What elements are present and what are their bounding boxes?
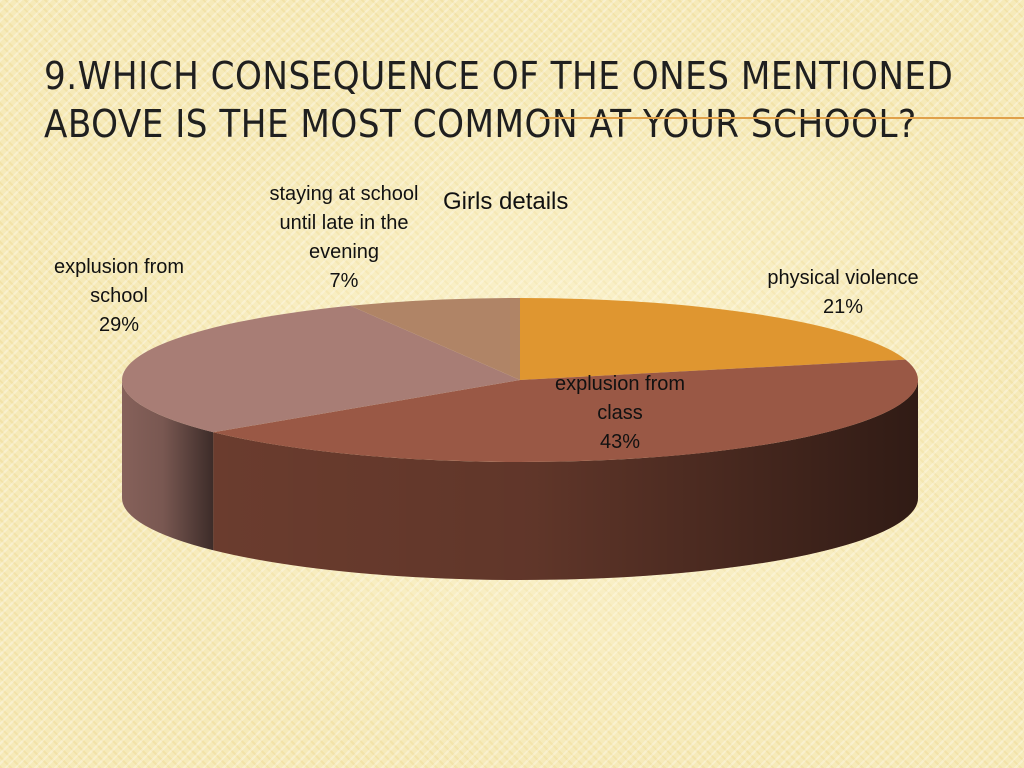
pie-slice-0: [520, 298, 906, 380]
pie-slice-2: [121, 305, 521, 433]
data-label-name: evening: [308, 241, 380, 263]
data-label-staying-at-school: staying at school until late in the even…: [250, 180, 438, 296]
data-label-name: physical violence: [767, 267, 919, 289]
data-label-percent: 21%: [822, 296, 864, 318]
data-label-name: school: [90, 285, 148, 307]
data-label-name: explusion from: [554, 373, 686, 395]
title-divider: [540, 117, 1024, 119]
data-label-explusion-from-school: explusion from school 29%: [28, 253, 210, 340]
chart-title: Girls details: [443, 188, 569, 215]
data-label-physical-violence: physical violence 21%: [752, 264, 934, 322]
pie-slice-3: [350, 298, 520, 380]
data-label-name: staying at school: [269, 183, 419, 205]
pie-slice-side-shading: [213, 380, 919, 580]
data-label-name: until late in the: [279, 212, 409, 234]
slide-title: 9.which consequence of the ones mentione…: [44, 54, 954, 146]
data-label-name: explusion from: [53, 256, 185, 278]
data-label-explusion-from-class: explusion from class 43%: [530, 370, 710, 457]
pie-slice-1: [213, 359, 919, 463]
data-label-percent: 43%: [599, 431, 641, 453]
data-label-percent: 29%: [98, 314, 140, 336]
data-label-percent: 7%: [329, 270, 359, 292]
data-label-name: class: [597, 402, 643, 424]
pie-slice-side-shading: [122, 380, 214, 551]
